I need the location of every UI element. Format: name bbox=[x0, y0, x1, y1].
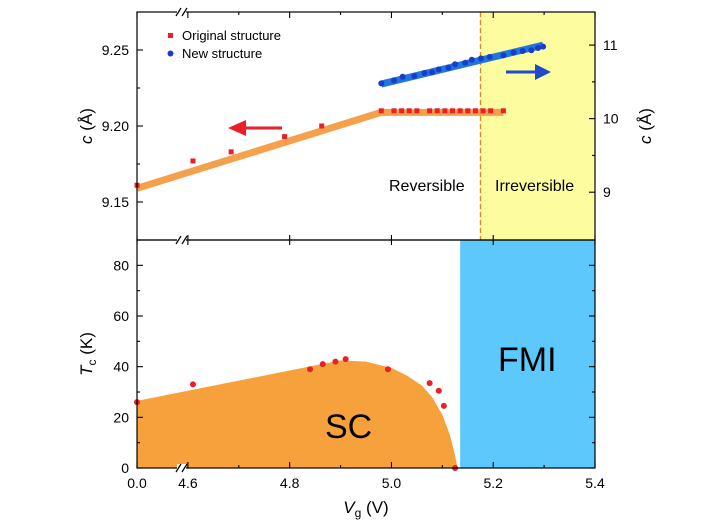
original-structure-point bbox=[399, 108, 405, 114]
top-left-axis-title: c (Å) bbox=[77, 108, 96, 144]
bottom-panel-frame bbox=[136, 239, 596, 469]
legend-label-new: New structure bbox=[182, 46, 262, 61]
tc-point bbox=[384, 366, 391, 373]
new-structure-point bbox=[445, 64, 452, 71]
original-structure-point bbox=[472, 108, 478, 114]
original-structure-point bbox=[319, 123, 325, 129]
tc-point bbox=[435, 387, 442, 394]
x-tick-label: 5.4 bbox=[585, 475, 605, 491]
new-structure-point bbox=[510, 49, 517, 56]
x-tick-label: 4.8 bbox=[280, 475, 300, 491]
bottom-y-tick-label: 80 bbox=[113, 257, 129, 273]
original-structure-point bbox=[414, 108, 420, 114]
original-structure-point bbox=[480, 108, 486, 114]
bottom-y-axis-title: Tc (K) bbox=[77, 332, 99, 376]
new-structure-point bbox=[435, 66, 442, 73]
x-tick-label: 5.2 bbox=[483, 475, 503, 491]
reversible-label: Reversible bbox=[389, 178, 465, 195]
top-left-y-tick-label: 9.25 bbox=[102, 42, 129, 58]
new-structure-point bbox=[462, 59, 469, 66]
sc-region bbox=[137, 360, 458, 468]
new-structure-point bbox=[540, 43, 547, 50]
original-structure-point bbox=[282, 134, 288, 140]
original-structure-point bbox=[457, 108, 463, 114]
bottom-y-tick-label: 0 bbox=[121, 460, 129, 476]
tc-point bbox=[307, 366, 314, 373]
tc-point bbox=[342, 356, 349, 363]
original-structure-point bbox=[427, 108, 433, 114]
original-structure-point bbox=[391, 108, 397, 114]
sc-label: SC bbox=[325, 408, 372, 446]
top-right-y-tick-label: 11 bbox=[603, 37, 618, 53]
legend-label-original: Original structure bbox=[182, 28, 281, 43]
x-axis-title: Vg (V) bbox=[343, 498, 388, 520]
axis-break-top bbox=[175, 7, 188, 17]
axis-break-bottom bbox=[175, 463, 188, 473]
new-structure-points bbox=[378, 43, 547, 87]
tc-point bbox=[440, 402, 447, 409]
tc-points bbox=[134, 356, 459, 471]
fmi-label: FMI bbox=[498, 341, 557, 379]
original-structure-point bbox=[190, 158, 196, 164]
tc-point bbox=[332, 358, 339, 365]
original-structure-point bbox=[465, 108, 471, 114]
legend-marker-new bbox=[167, 50, 174, 57]
new-structure-point bbox=[478, 55, 485, 62]
new-structure-point bbox=[486, 53, 493, 60]
new-structure-point bbox=[429, 69, 436, 76]
x-tick-label: 0.0 bbox=[127, 475, 147, 491]
new-structure-point bbox=[535, 45, 542, 52]
top-right-axis-title: c (Å) bbox=[636, 108, 655, 144]
original-structure-point bbox=[378, 108, 384, 114]
top-left-y-tick-label: 9.20 bbox=[102, 118, 129, 134]
original-structure-point bbox=[406, 108, 412, 114]
irreversible-label: Irreversible bbox=[495, 178, 574, 195]
new-structure-point bbox=[411, 72, 418, 79]
blue-arrow bbox=[506, 64, 551, 80]
new-structure-point bbox=[399, 73, 406, 80]
new-structure-point bbox=[452, 61, 459, 68]
bottom-y-tick-label: 60 bbox=[113, 308, 129, 324]
fmi-region bbox=[460, 240, 595, 468]
new-structure-point bbox=[500, 52, 507, 59]
tc-point bbox=[426, 380, 433, 387]
tc-point bbox=[319, 361, 326, 368]
original-structure-point bbox=[488, 108, 494, 114]
original-structure-point bbox=[442, 108, 448, 114]
new-structure-point bbox=[421, 70, 428, 77]
x-tick-label: 4.6 bbox=[178, 475, 198, 491]
original-structure-points bbox=[134, 108, 506, 188]
new-structure-point bbox=[519, 47, 526, 54]
original-structure-point bbox=[228, 149, 234, 155]
new-structure-point bbox=[390, 77, 397, 84]
axis-ticks: 0.0 4.6 4.8 5.0 5.2 5.4 9.15 9.20 9.25 9 10 11 0 20 40… bbox=[102, 12, 619, 491]
axis-break-middle bbox=[175, 235, 188, 245]
original-structure-point bbox=[500, 108, 506, 114]
top-right-y-tick-label: 10 bbox=[603, 111, 619, 127]
bottom-y-tick-label: 20 bbox=[113, 409, 129, 425]
x-tick-label: 5.0 bbox=[382, 475, 402, 491]
tc-point bbox=[189, 381, 196, 388]
new-structure-point bbox=[468, 56, 475, 63]
top-right-y-tick-label: 9 bbox=[603, 184, 611, 200]
legend-marker-original bbox=[168, 33, 173, 38]
legend: Original structure New structure bbox=[167, 28, 281, 61]
original-structure-point bbox=[434, 108, 440, 114]
new-structure-point bbox=[378, 80, 385, 87]
new-structure-point bbox=[528, 47, 535, 54]
original-structure-point bbox=[450, 108, 456, 114]
bottom-y-tick-label: 40 bbox=[113, 359, 129, 375]
top-left-y-tick-label: 9.15 bbox=[102, 194, 129, 210]
red-arrow bbox=[228, 120, 282, 136]
